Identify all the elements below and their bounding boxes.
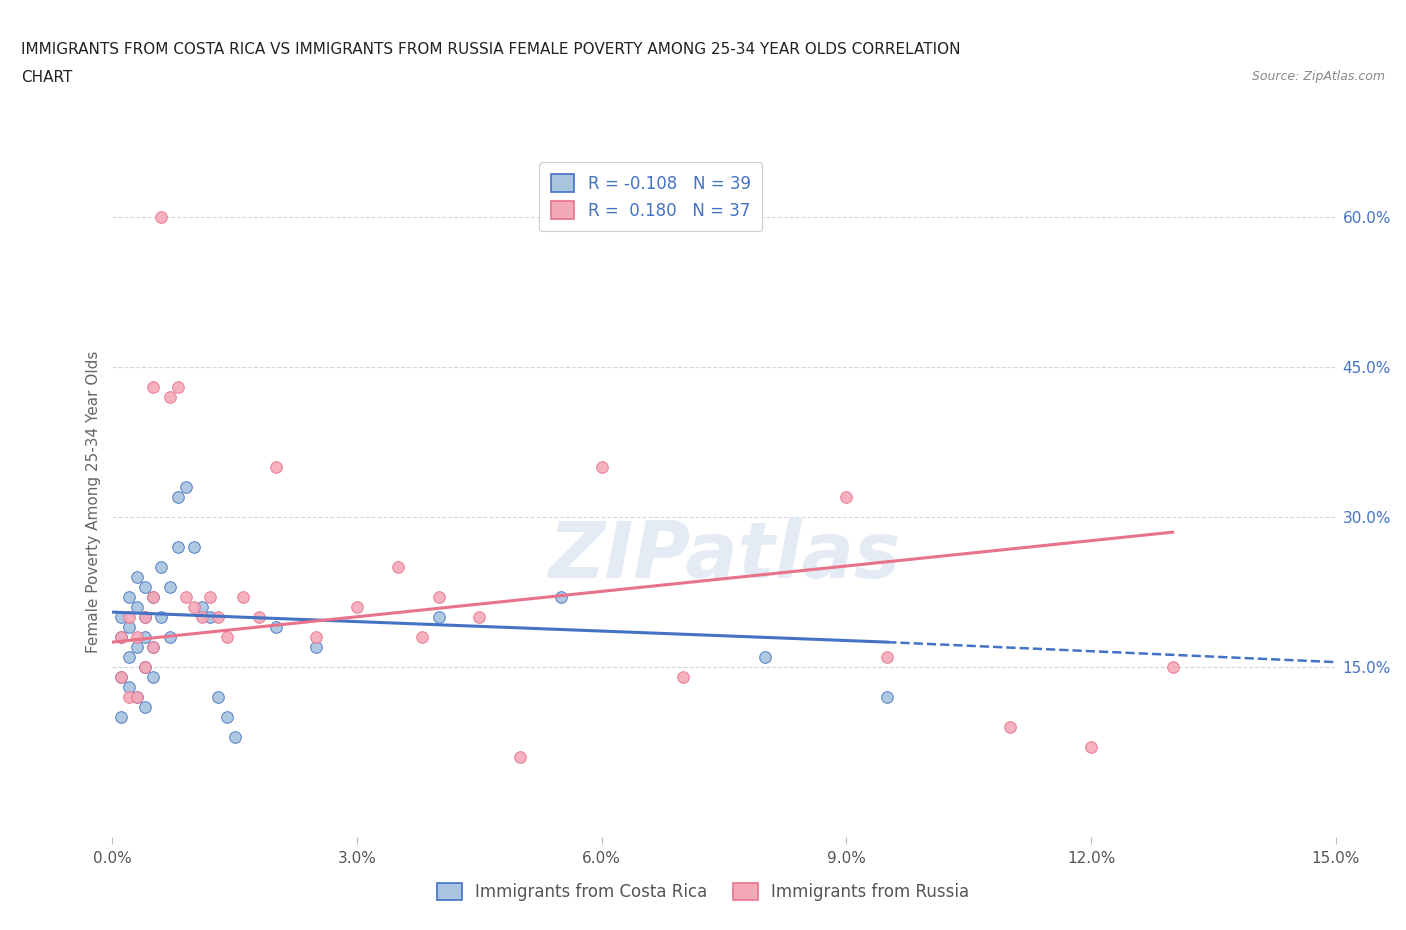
Point bbox=[125, 600, 148, 615]
Point bbox=[118, 610, 141, 625]
Text: Source: ZipAtlas.com: Source: ZipAtlas.com bbox=[1251, 70, 1385, 83]
Point bbox=[215, 630, 238, 644]
Point bbox=[110, 610, 132, 625]
Point bbox=[142, 640, 165, 655]
Point bbox=[134, 579, 156, 594]
Text: CHART: CHART bbox=[21, 70, 73, 85]
Point bbox=[110, 670, 132, 684]
Point bbox=[183, 539, 205, 554]
Point bbox=[110, 710, 132, 724]
Point bbox=[264, 619, 287, 634]
Text: ZIPatlas: ZIPatlas bbox=[548, 518, 900, 593]
Point bbox=[134, 610, 156, 625]
Point bbox=[200, 590, 222, 604]
Point bbox=[142, 670, 165, 684]
Point bbox=[110, 630, 132, 644]
Point bbox=[346, 600, 368, 615]
Point bbox=[387, 560, 409, 575]
Legend: R = -0.108   N = 39, R =  0.180   N = 37: R = -0.108 N = 39, R = 0.180 N = 37 bbox=[538, 163, 762, 232]
Point bbox=[509, 750, 531, 764]
Point bbox=[125, 640, 148, 655]
Point bbox=[264, 459, 287, 474]
Point bbox=[166, 379, 188, 394]
Point bbox=[118, 619, 141, 634]
Point bbox=[305, 630, 328, 644]
Point bbox=[232, 590, 254, 604]
Point bbox=[876, 650, 898, 665]
Point bbox=[835, 490, 858, 505]
Point bbox=[110, 630, 132, 644]
Point bbox=[207, 690, 229, 705]
Point bbox=[134, 659, 156, 674]
Point bbox=[174, 590, 197, 604]
Point bbox=[125, 690, 148, 705]
Point bbox=[134, 659, 156, 674]
Point bbox=[1161, 659, 1184, 674]
Point bbox=[159, 579, 181, 594]
Point bbox=[215, 710, 238, 724]
Point bbox=[468, 610, 491, 625]
Point bbox=[998, 720, 1021, 735]
Point bbox=[247, 610, 270, 625]
Point bbox=[150, 560, 173, 575]
Point bbox=[591, 459, 613, 474]
Point bbox=[672, 670, 695, 684]
Point bbox=[166, 490, 188, 505]
Y-axis label: Female Poverty Among 25-34 Year Olds: Female Poverty Among 25-34 Year Olds bbox=[86, 351, 101, 654]
Point bbox=[200, 610, 222, 625]
Point bbox=[142, 590, 165, 604]
Point bbox=[183, 600, 205, 615]
Point bbox=[134, 610, 156, 625]
Point bbox=[142, 590, 165, 604]
Point bbox=[118, 650, 141, 665]
Point bbox=[1080, 739, 1102, 754]
Point bbox=[550, 590, 572, 604]
Point bbox=[142, 379, 165, 394]
Point bbox=[191, 610, 214, 625]
Point bbox=[191, 600, 214, 615]
Text: IMMIGRANTS FROM COSTA RICA VS IMMIGRANTS FROM RUSSIA FEMALE POVERTY AMONG 25-34 : IMMIGRANTS FROM COSTA RICA VS IMMIGRANTS… bbox=[21, 42, 960, 57]
Point bbox=[207, 610, 229, 625]
Point bbox=[427, 590, 450, 604]
Point bbox=[305, 640, 328, 655]
Point bbox=[125, 690, 148, 705]
Point bbox=[134, 630, 156, 644]
Point bbox=[110, 670, 132, 684]
Point bbox=[166, 539, 188, 554]
Point bbox=[125, 570, 148, 585]
Legend: Immigrants from Costa Rica, Immigrants from Russia: Immigrants from Costa Rica, Immigrants f… bbox=[430, 876, 976, 908]
Point bbox=[118, 680, 141, 695]
Point bbox=[159, 630, 181, 644]
Point bbox=[174, 480, 197, 495]
Point bbox=[142, 640, 165, 655]
Point bbox=[224, 730, 246, 745]
Point bbox=[159, 390, 181, 405]
Point bbox=[125, 630, 148, 644]
Point bbox=[150, 210, 173, 225]
Point bbox=[118, 590, 141, 604]
Point bbox=[876, 690, 898, 705]
Point bbox=[427, 610, 450, 625]
Point bbox=[754, 650, 776, 665]
Point bbox=[411, 630, 433, 644]
Point bbox=[118, 690, 141, 705]
Point bbox=[150, 610, 173, 625]
Point bbox=[134, 699, 156, 714]
